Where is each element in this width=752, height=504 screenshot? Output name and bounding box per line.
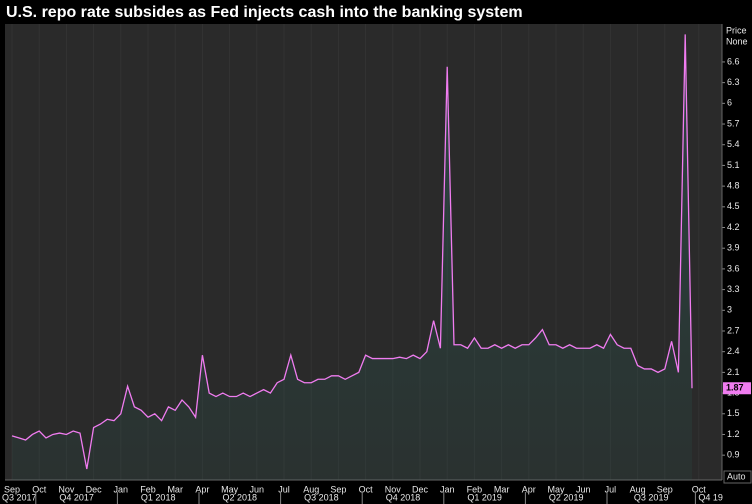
y-tick-label: 6.6	[727, 56, 740, 66]
x-tick-label: Apr	[195, 484, 209, 494]
quarter-label: Q4 2018	[386, 492, 421, 502]
y-tick-label: 2.1	[727, 367, 740, 377]
quarter-label: Q2 2019	[549, 492, 584, 502]
y-tick-label: 6	[727, 98, 732, 108]
y-tick-label: 2.4	[727, 346, 740, 356]
y-tick-label: 4.8	[727, 180, 740, 190]
y-tick-label: 2.7	[727, 325, 740, 335]
quarter-label: Q4 19	[698, 492, 723, 502]
area-fill	[12, 34, 692, 480]
x-tick-label: Jun	[576, 484, 591, 494]
x-tick-label: Oct	[359, 484, 374, 494]
x-tick-label: Jan	[114, 484, 129, 494]
y-tick-label: 0.9	[727, 450, 740, 460]
y-tick-label: 3	[727, 305, 732, 315]
x-tick-label: Nov	[385, 484, 402, 494]
x-tick-label: Jan	[440, 484, 455, 494]
y-tick-label: 1.5	[727, 408, 740, 418]
y-tick-label: 3.6	[727, 263, 740, 273]
x-tick-label: May	[221, 484, 239, 494]
scale-mode[interactable]: Auto	[727, 471, 746, 481]
x-tick-label: Feb	[140, 484, 156, 494]
x-tick-label: Sep	[4, 484, 20, 494]
y-tick-label: 5.7	[727, 118, 740, 128]
x-tick-label: Dec	[86, 484, 103, 494]
last-value-label: 1.87	[726, 383, 744, 393]
quarter-label: Q1 2018	[141, 492, 176, 502]
y-tick-label: 1.2	[727, 429, 740, 439]
scale-mode-box[interactable]	[723, 470, 752, 484]
y-tick-label: 5.4	[727, 139, 740, 149]
x-tick-label: Jul	[605, 484, 617, 494]
x-tick-label: Aug	[630, 484, 646, 494]
quarter-label: Q4 2017	[59, 492, 94, 502]
y-tick-label: 3.3	[727, 284, 740, 294]
quarter-label: Q3 2019	[634, 492, 669, 502]
y-tick-label: 3.9	[727, 243, 740, 253]
quarter-label: Q1 2019	[467, 492, 502, 502]
x-tick-label: Nov	[58, 484, 75, 494]
x-tick-label: May	[547, 484, 565, 494]
x-tick-label: Mar	[494, 484, 510, 494]
x-tick-label: Aug	[303, 484, 319, 494]
quarter-label: Q3 2017	[2, 492, 37, 502]
y-tick-label: 5.1	[727, 160, 740, 170]
x-tick-label: Oct	[692, 484, 707, 494]
x-tick-label: Jun	[250, 484, 265, 494]
quarter-label: Q3 2018	[304, 492, 339, 502]
x-tick-label: Oct	[32, 484, 47, 494]
y-axis-label: Price	[726, 25, 747, 35]
x-tick-label: Mar	[167, 484, 183, 494]
x-tick-label: Jul	[278, 484, 290, 494]
x-tick-label: Sep	[657, 484, 673, 494]
x-tick-label: Dec	[412, 484, 429, 494]
y-tick-label: 4.5	[727, 201, 740, 211]
last-value-tag	[723, 382, 751, 395]
y-tick-label: 6.3	[727, 77, 740, 87]
x-tick-label: Feb	[467, 484, 483, 494]
y-tick-label: 4.2	[727, 222, 740, 232]
line	[11, 34, 693, 470]
x-tick-label: Apr	[522, 484, 536, 494]
x-tick-label: Sep	[330, 484, 346, 494]
quarter-label: Q2 2018	[223, 492, 258, 502]
y-axis-sublabel: None	[726, 36, 748, 46]
chart-title: U.S. repo rate subsides as Fed injects c…	[6, 4, 523, 21]
